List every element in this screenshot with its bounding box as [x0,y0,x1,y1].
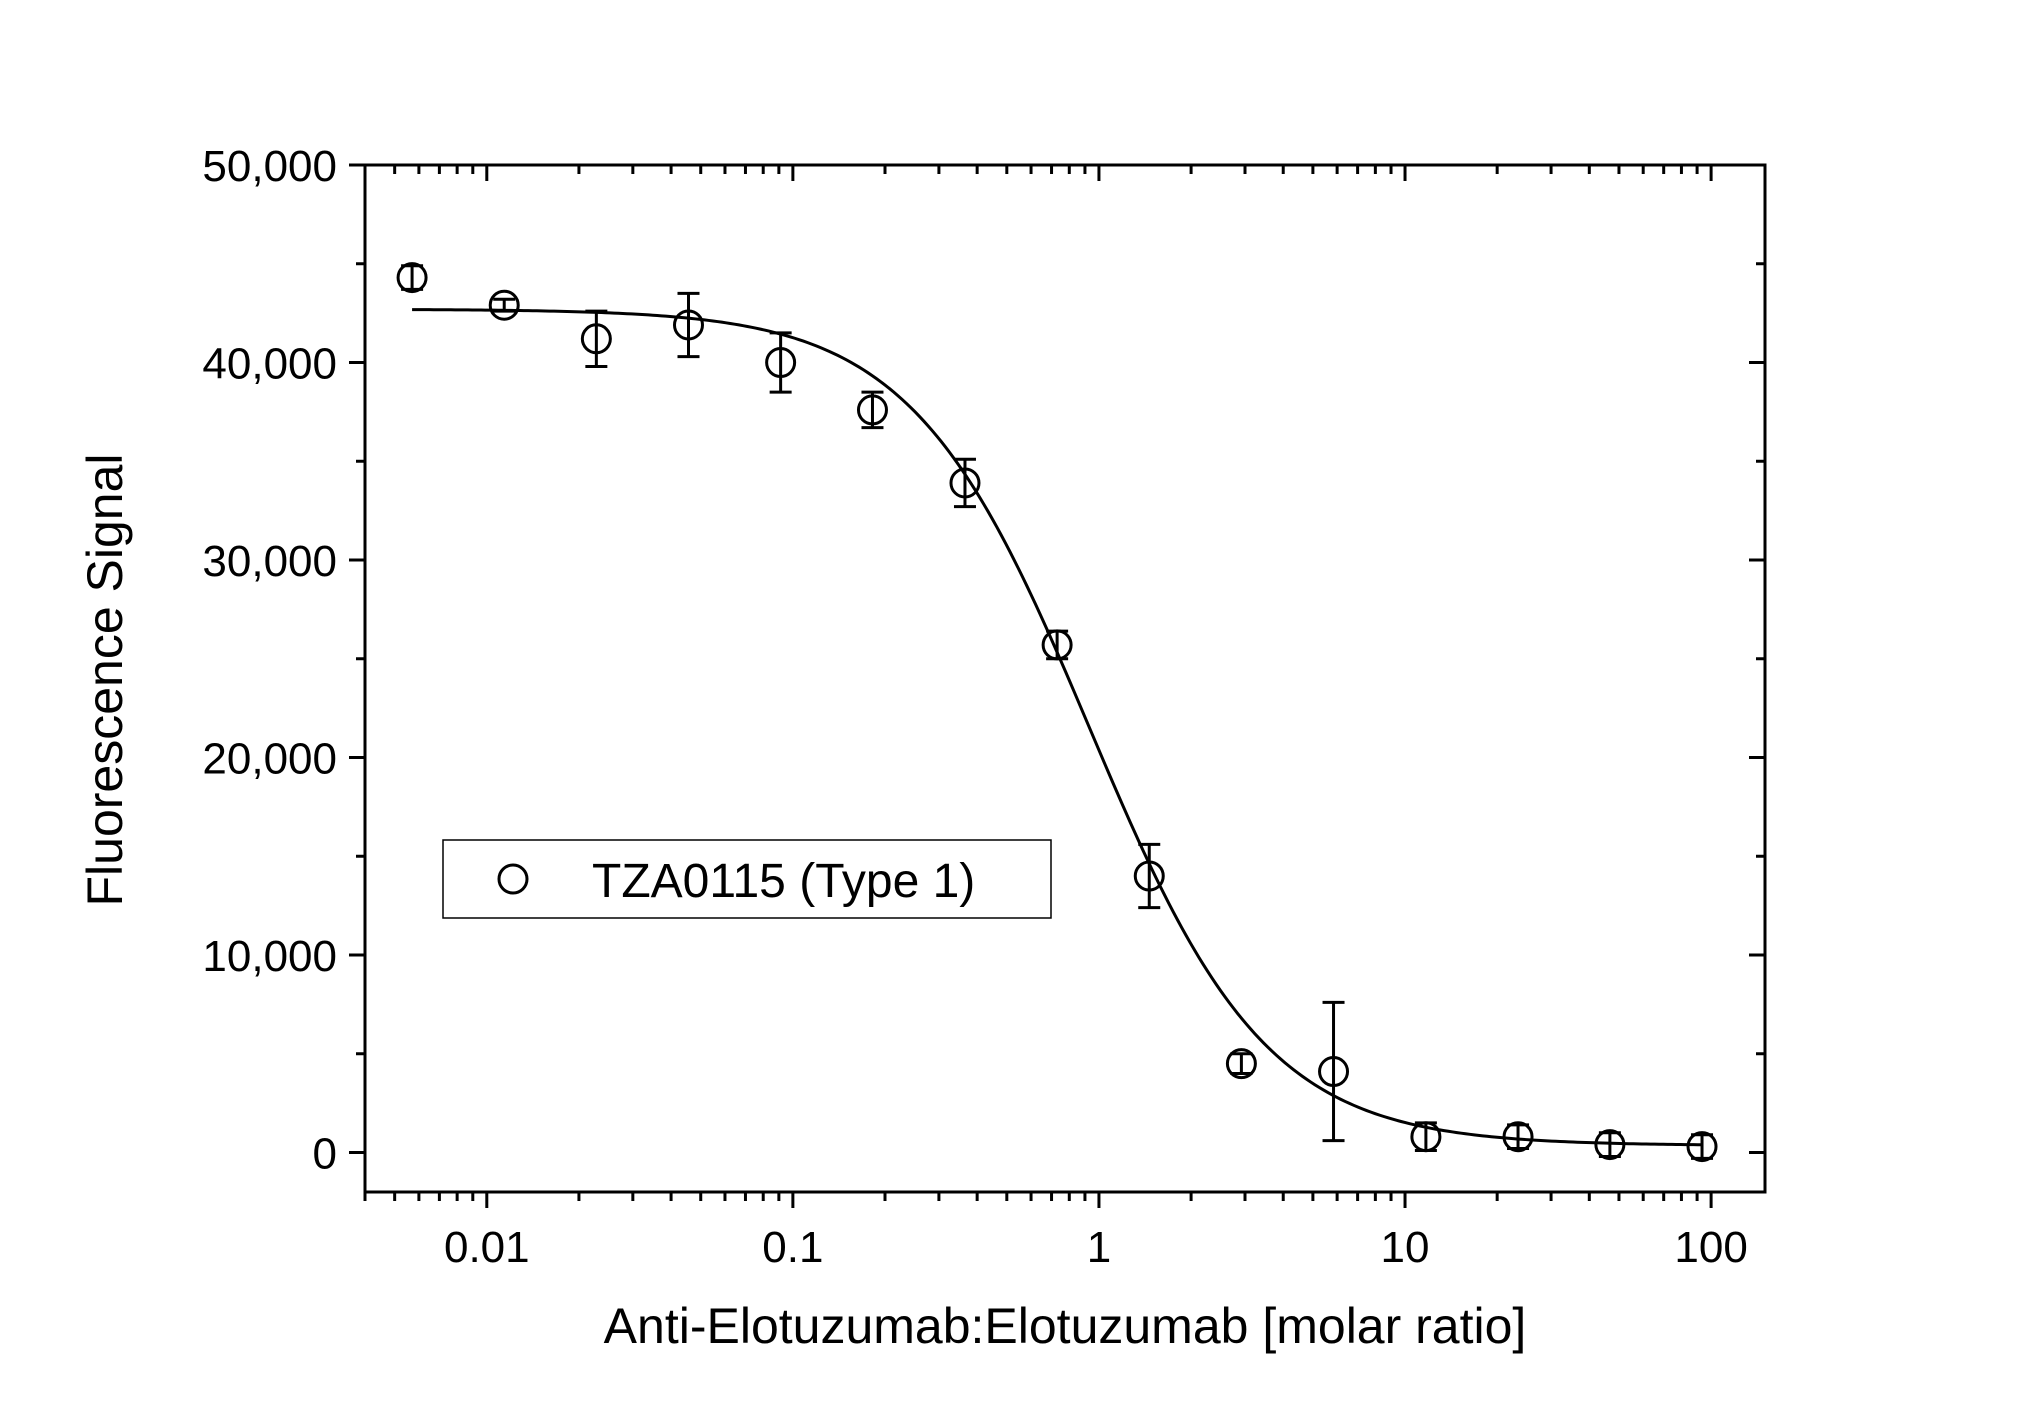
legend-label: TZA0115 (Type 1) [592,855,975,908]
point-marker [765,347,797,378]
fit-curve [412,308,1703,1147]
x-tick-label: 10 [1381,1223,1430,1272]
legend-marker-circle [497,863,529,895]
point-marker [1225,1048,1257,1080]
point-marker [396,262,428,294]
data-point [1133,842,1165,910]
x-axis-ticks: 0.01 0.1 1 10 100 [363,165,1748,1272]
data-point [396,262,428,294]
legend-box [442,839,1052,919]
y-tick-label: 50,000 [202,142,337,191]
y-tick-label: 20,000 [202,735,337,784]
y-axis-ticks: 0 10,000 20,000 30,000 40,000 50,000 [202,142,1765,1179]
data-points [396,262,1718,1163]
data-point [1594,1129,1626,1161]
x-tick-label: 100 [1674,1223,1747,1272]
point-marker [1686,1131,1718,1163]
x-tick-label: 0.01 [444,1223,530,1272]
x-axis-label: Anti-Elotuzumab:Elotuzumab [molar ratio] [604,1298,1527,1354]
data-point [1410,1121,1442,1153]
point-marker [1502,1121,1534,1153]
point-marker [488,289,520,321]
data-point [1225,1048,1257,1080]
point-marker [1041,629,1073,661]
point-marker [672,309,704,341]
data-point [1686,1131,1718,1163]
y-tick-label: 0 [313,1130,337,1179]
y-axis-label: Fluorescence Signal [77,453,133,906]
data-point [765,331,797,394]
point-marker [949,467,981,499]
data-point [1318,1000,1350,1143]
data-point [580,309,612,368]
point-marker [1133,860,1165,892]
point-marker [856,394,888,426]
y-tick-label: 40,000 [202,340,337,389]
data-point [856,390,888,430]
point-marker [1410,1121,1442,1153]
x-tick-label: 0.1 [762,1223,823,1272]
x-tick-label: 1 [1087,1223,1111,1272]
point-marker [1318,1056,1350,1088]
point-marker [580,323,612,355]
y-tick-label: 10,000 [202,932,337,981]
plot-frame [363,163,1767,1194]
y-tick-label: 30,000 [202,537,337,586]
data-point [1041,629,1073,661]
point-marker [1594,1129,1626,1161]
data-point [488,289,520,321]
data-point [949,457,981,509]
data-point [1502,1121,1534,1153]
data-point [672,291,704,359]
legend: TZA0115 (Type 1) [442,839,1052,919]
